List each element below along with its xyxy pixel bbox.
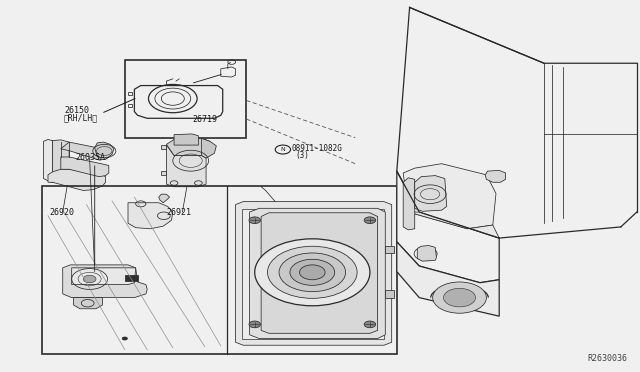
Polygon shape (403, 178, 415, 230)
Polygon shape (250, 208, 385, 339)
Text: (3): (3) (296, 151, 310, 160)
Polygon shape (403, 164, 496, 229)
Text: 26921: 26921 (166, 208, 191, 217)
Polygon shape (44, 140, 61, 182)
Polygon shape (485, 170, 506, 182)
Text: N: N (280, 147, 285, 152)
Polygon shape (166, 145, 206, 187)
Circle shape (279, 253, 346, 292)
Circle shape (83, 275, 96, 283)
Bar (42, 186, 397, 354)
Polygon shape (63, 265, 147, 298)
Polygon shape (385, 290, 394, 298)
Polygon shape (174, 134, 198, 145)
Text: 26150: 26150 (64, 106, 89, 115)
Polygon shape (166, 138, 212, 155)
Circle shape (249, 217, 260, 224)
Polygon shape (161, 171, 166, 175)
Circle shape (300, 265, 325, 280)
Circle shape (444, 288, 476, 307)
Text: 〈RH/LH〉: 〈RH/LH〉 (64, 113, 98, 122)
Bar (125, 60, 246, 138)
Polygon shape (385, 246, 394, 253)
Polygon shape (397, 171, 499, 283)
Text: 26920: 26920 (50, 208, 75, 217)
Circle shape (268, 246, 357, 298)
Polygon shape (48, 169, 106, 190)
Circle shape (433, 282, 486, 313)
Polygon shape (417, 246, 436, 261)
Polygon shape (61, 157, 109, 177)
Circle shape (290, 259, 335, 285)
Circle shape (364, 321, 376, 328)
Circle shape (255, 239, 370, 306)
Polygon shape (128, 203, 173, 229)
Polygon shape (159, 194, 170, 203)
Polygon shape (52, 140, 69, 179)
Polygon shape (261, 213, 378, 333)
Text: R2630036: R2630036 (588, 354, 627, 363)
Polygon shape (408, 212, 499, 238)
Polygon shape (72, 268, 136, 285)
Text: 08911-1082G: 08911-1082G (292, 144, 342, 153)
Circle shape (249, 321, 260, 328)
Polygon shape (415, 176, 447, 211)
Circle shape (364, 217, 376, 224)
Polygon shape (242, 209, 384, 339)
Text: 26719: 26719 (192, 115, 217, 124)
Polygon shape (161, 145, 166, 149)
Polygon shape (61, 142, 109, 160)
Polygon shape (125, 275, 138, 281)
Polygon shape (397, 242, 499, 316)
Text: 26035A: 26035A (76, 153, 106, 162)
Polygon shape (74, 298, 102, 309)
Polygon shape (202, 138, 216, 158)
Circle shape (122, 337, 127, 340)
Polygon shape (95, 142, 114, 160)
Polygon shape (236, 202, 392, 345)
